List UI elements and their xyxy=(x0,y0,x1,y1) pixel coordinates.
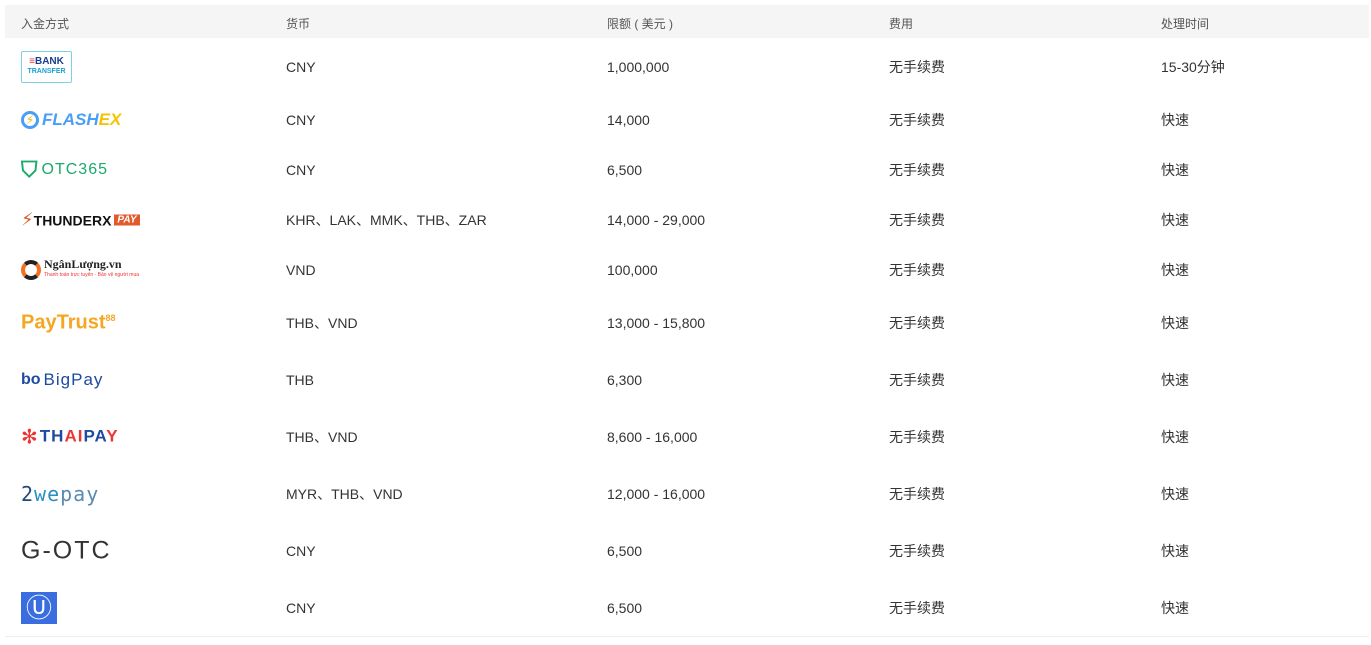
currency-cell: THB、VND xyxy=(286,428,358,445)
limit-cell: 6,300 xyxy=(607,371,643,388)
table-row: NgânLượng.vn Thanh toán trực tuyến · Bảo … xyxy=(5,245,1369,294)
currency-cell: CNY xyxy=(286,58,316,75)
paytrust88-logo: PayTrust88 xyxy=(21,311,116,333)
fee-cell: 无手续费 xyxy=(889,599,945,616)
limit-cell: 6,500 xyxy=(607,162,643,178)
limit-cell: 6,500 xyxy=(607,599,643,616)
limit-cell: 8,600 - 16,000 xyxy=(607,428,698,445)
bigpay-logo: bo BigPay xyxy=(21,369,104,389)
limit-cell: 1,000,000 xyxy=(607,58,670,75)
time-cell: 15-30分钟 xyxy=(1161,58,1225,75)
fee-cell: 无手续费 xyxy=(889,58,945,75)
thunderx-pay-logo: ⚡ THUNDERX PAY xyxy=(21,210,140,231)
fee-cell: 无手续费 xyxy=(889,542,945,559)
limit-cell: 12,000 - 16,000 xyxy=(607,485,706,502)
fee-cell: 无手续费 xyxy=(889,162,945,178)
table-row: G-OTC CNY 6,500 无手续费 快速 xyxy=(5,522,1369,579)
currency-cell: VND xyxy=(286,261,316,278)
2wepay-logo: 2wepay xyxy=(21,481,100,506)
currency-cell: KHR、LAK、MMK、THB、ZAR xyxy=(286,212,487,228)
currency-cell: THB、VND xyxy=(286,314,358,331)
table-row: ⚡ THUNDERX PAY KHR、LAK、MMK、THB、ZAR 14,000 … xyxy=(5,195,1369,245)
time-cell: 快速 xyxy=(1161,261,1189,278)
fee-cell: 无手续费 xyxy=(889,485,945,502)
nganluong-logo: NgânLượng.vn Thanh toán trực tuyến · Bảo … xyxy=(21,258,139,281)
limit-cell: 13,000 - 15,800 xyxy=(607,314,706,331)
currency-cell: CNY xyxy=(286,599,316,616)
flashex-logo: ⚡ FLASHEX xyxy=(21,110,121,130)
time-cell: 快速 xyxy=(1161,542,1189,559)
table-row: ✻ THAIPAY THB、VND 8,600 - 16,000 无手续费 快速 xyxy=(5,408,1369,465)
limit-cell: 14,000 - 29,000 xyxy=(607,212,706,228)
bank-transfer-logo: ≡BANK TRANSFER xyxy=(21,50,72,83)
table-row: 2wepay MYR、THB、VND 12,000 - 16,000 无手续费 … xyxy=(5,465,1369,522)
header-currency: 货币 xyxy=(286,17,311,31)
thaipay-logo: ✻ THAIPAY xyxy=(21,426,119,448)
header-limit: 限额 ( 美元 ) xyxy=(607,17,673,31)
table-header: 入金方式 货币 限额 ( 美元 ) 费用 处理时间 xyxy=(5,5,1369,38)
header-method: 入金方式 xyxy=(21,17,70,31)
table-row: ⛉ OTC365 CNY 6,500 无手续费 快速 xyxy=(5,145,1369,195)
table-row: ≡BANK TRANSFER CNY 1,000,000 无手续费 15-30分钟 xyxy=(5,38,1369,95)
table-row: PayTrust88 THB、VND 13,000 - 15,800 无手续费 … xyxy=(5,294,1369,351)
table-row: Ⓤ CNY 6,500 无手续费 快速 xyxy=(5,579,1369,636)
fee-cell: 无手续费 xyxy=(889,314,945,331)
currency-cell: THB xyxy=(286,371,314,388)
fee-cell: 无手续费 xyxy=(889,212,945,228)
currency-cell: CNY xyxy=(286,162,316,178)
time-cell: 快速 xyxy=(1161,371,1189,388)
time-cell: 快速 xyxy=(1161,314,1189,331)
fee-cell: 无手续费 xyxy=(889,428,945,445)
deposit-methods-table: 入金方式 货币 限额 ( 美元 ) 费用 处理时间 ≡BANK TRANSFER … xyxy=(5,5,1369,637)
time-cell: 快速 xyxy=(1161,112,1189,128)
fee-cell: 无手续费 xyxy=(889,112,945,128)
otc365-logo: ⛉ OTC365 xyxy=(21,157,108,182)
header-fee: 费用 xyxy=(889,17,914,31)
fee-cell: 无手续费 xyxy=(889,371,945,388)
currency-cell: CNY xyxy=(286,112,316,128)
time-cell: 快速 xyxy=(1161,428,1189,445)
u-logo: Ⓤ xyxy=(21,591,57,624)
header-time: 处理时间 xyxy=(1161,17,1210,31)
currency-cell: MYR、THB、VND xyxy=(286,485,403,502)
time-cell: 快速 xyxy=(1161,212,1189,228)
table-row: ⚡ FLASHEX CNY 14,000 无手续费 快速 xyxy=(5,95,1369,145)
time-cell: 快速 xyxy=(1161,162,1189,178)
time-cell: 快速 xyxy=(1161,599,1189,616)
currency-cell: CNY xyxy=(286,542,316,559)
time-cell: 快速 xyxy=(1161,485,1189,502)
limit-cell: 14,000 xyxy=(607,112,650,128)
limit-cell: 6,500 xyxy=(607,542,643,559)
fee-cell: 无手续费 xyxy=(889,261,945,278)
limit-cell: 100,000 xyxy=(607,261,658,278)
g-otc-logo: G-OTC xyxy=(21,536,112,564)
table-row: bo BigPay THB 6,300 无手续费 快速 xyxy=(5,351,1369,408)
